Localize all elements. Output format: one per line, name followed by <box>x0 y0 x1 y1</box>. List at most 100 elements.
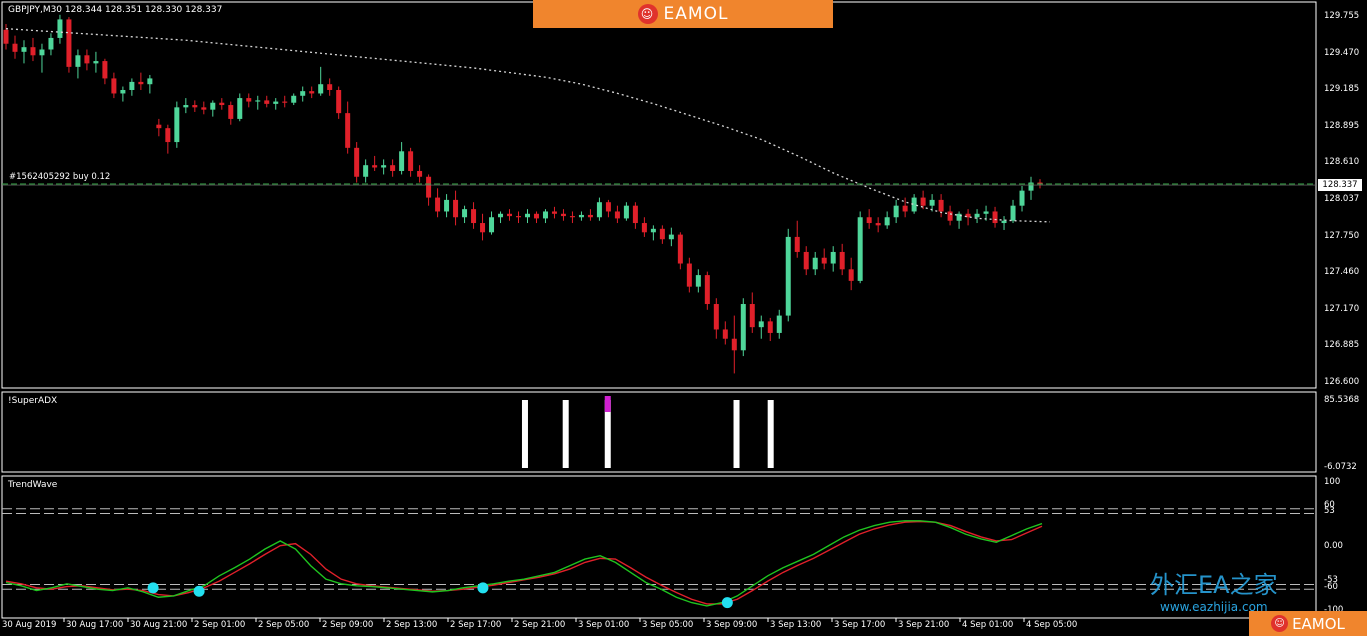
candle-body <box>929 199 935 206</box>
candle <box>947 205 953 226</box>
price-axis-label: 128.895 <box>1324 120 1360 131</box>
candle <box>983 205 989 221</box>
candle <box>632 202 638 229</box>
candle <box>255 95 261 110</box>
candle-body <box>1001 220 1007 224</box>
trendwave-green-line <box>5 520 1043 607</box>
candle-body <box>632 205 638 224</box>
candle <box>372 155 378 171</box>
candle-body <box>372 165 378 168</box>
adx-bar <box>562 400 569 468</box>
time-axis-label: 2 Sep 13:00 <box>386 620 438 630</box>
candle <box>767 317 773 342</box>
candle-body <box>956 213 962 221</box>
candle <box>794 220 800 258</box>
candle-body <box>947 211 953 221</box>
candle-body <box>102 61 108 79</box>
candle-body <box>3 29 9 44</box>
candle-body <box>893 205 899 218</box>
candle-body <box>228 105 234 119</box>
candle-body <box>623 205 629 219</box>
candle-body <box>884 217 890 226</box>
candle-body <box>309 91 315 94</box>
candle-body <box>462 209 468 218</box>
candle-body <box>336 89 342 114</box>
candle <box>336 86 342 119</box>
candle <box>183 98 189 114</box>
price-axis-label: 128.610 <box>1324 157 1360 168</box>
candle-body <box>830 251 836 264</box>
candle-body <box>75 55 81 67</box>
candle <box>911 194 917 214</box>
candle-body <box>264 100 270 104</box>
candle-body <box>408 151 414 171</box>
adx-bar-body <box>767 400 774 468</box>
price-axis-label: 126.600 <box>1324 377 1360 387</box>
adx-pane-label: !SuperADX <box>8 396 58 406</box>
candle <box>201 101 207 115</box>
candle <box>318 66 324 96</box>
adx-axis-label: -6.0732 <box>1324 462 1357 472</box>
candle-body <box>1010 205 1016 221</box>
trend-axis-label: 0.00 <box>1324 541 1343 551</box>
price-axis-label: 127.170 <box>1324 303 1360 314</box>
candle <box>264 95 270 108</box>
candle <box>785 228 791 322</box>
candle <box>48 33 54 56</box>
candle <box>641 217 647 237</box>
time-axis-label: 30 Aug 21:00 <box>130 620 188 630</box>
candle-body <box>498 213 504 218</box>
candle <box>578 211 584 221</box>
price-axis-label: 127.460 <box>1324 267 1360 278</box>
candle <box>1028 176 1034 200</box>
candle-body <box>1019 190 1025 206</box>
time-axis-label: 3 Sep 21:00 <box>898 620 950 630</box>
candle-body <box>138 81 144 85</box>
candle-body <box>767 321 773 333</box>
brand-banner[interactable]: ☺ EAMOL <box>533 0 833 28</box>
candle <box>498 211 504 224</box>
candle <box>471 202 477 229</box>
trend-axis-label: -100 <box>1324 605 1344 615</box>
candle-body <box>605 202 611 212</box>
candle-body <box>426 176 432 198</box>
candle-body <box>219 102 225 106</box>
candle-body <box>12 43 18 52</box>
super-adx-pane[interactable] <box>521 396 774 468</box>
candle-body <box>174 107 180 143</box>
candle-body <box>686 263 692 287</box>
candle-body <box>282 101 288 103</box>
candle-body <box>381 165 387 168</box>
candle <box>920 190 926 210</box>
candle-body <box>354 147 360 177</box>
candle-body <box>507 213 513 217</box>
moving-average-line <box>5 28 1051 223</box>
candle <box>965 209 971 226</box>
price-pane[interactable] <box>2 14 1316 374</box>
candle-body <box>938 199 944 212</box>
candle-body <box>444 199 450 212</box>
brand-banner-text: EAMOL <box>663 4 729 24</box>
price-axis-label: 129.470 <box>1324 47 1360 58</box>
candle <box>902 197 908 218</box>
time-axis-label: 3 Sep 17:00 <box>834 620 886 630</box>
candle-body <box>183 105 189 108</box>
pane-frame-1 <box>1 391 1317 473</box>
price-axis-label: 129.755 <box>1324 11 1360 21</box>
candle <box>309 86 315 99</box>
candle <box>111 72 117 99</box>
time-axis-label: 2 Sep 01:00 <box>194 620 246 630</box>
candle <box>363 159 369 183</box>
corner-brand-banner[interactable]: ☺ EAMOL <box>1249 611 1367 636</box>
candle <box>722 321 728 345</box>
candle-body <box>453 199 459 218</box>
trendwave-pane[interactable] <box>2 508 1316 609</box>
candle <box>507 209 513 221</box>
price-axis-label: 126.885 <box>1324 340 1360 351</box>
candle <box>345 101 351 154</box>
candle-body <box>147 78 153 85</box>
time-axis-label: 3 Sep 09:00 <box>706 620 758 630</box>
adx-bar <box>767 400 774 468</box>
candle <box>587 209 593 221</box>
